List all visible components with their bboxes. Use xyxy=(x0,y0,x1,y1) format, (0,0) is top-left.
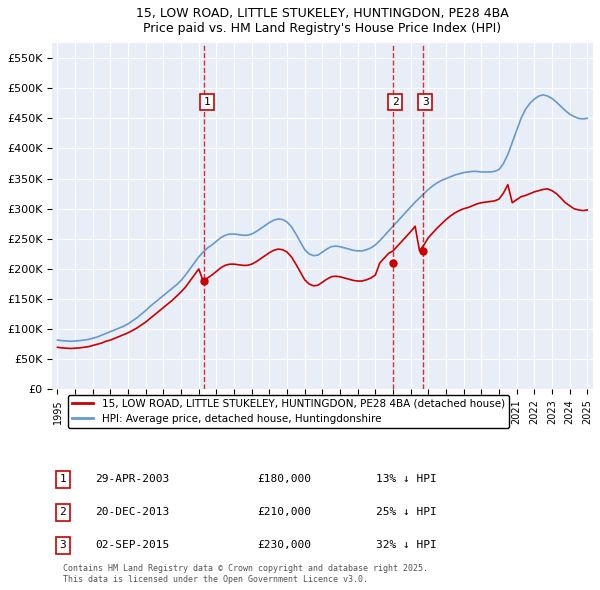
Text: 20-DEC-2013: 20-DEC-2013 xyxy=(95,507,170,517)
Text: £210,000: £210,000 xyxy=(257,507,311,517)
Text: 1: 1 xyxy=(203,97,211,107)
Text: 3: 3 xyxy=(422,97,428,107)
Legend: 15, LOW ROAD, LITTLE STUKELEY, HUNTINGDON, PE28 4BA (detached house), HPI: Avera: 15, LOW ROAD, LITTLE STUKELEY, HUNTINGDO… xyxy=(68,395,509,428)
Text: 25% ↓ HPI: 25% ↓ HPI xyxy=(376,507,437,517)
Text: 29-APR-2003: 29-APR-2003 xyxy=(95,474,170,484)
Text: 1: 1 xyxy=(59,474,67,484)
Text: 2: 2 xyxy=(392,97,398,107)
Text: 13% ↓ HPI: 13% ↓ HPI xyxy=(376,474,437,484)
Text: £230,000: £230,000 xyxy=(257,540,311,550)
Text: Contains HM Land Registry data © Crown copyright and database right 2025.
This d: Contains HM Land Registry data © Crown c… xyxy=(63,564,428,584)
Title: 15, LOW ROAD, LITTLE STUKELEY, HUNTINGDON, PE28 4BA
Price paid vs. HM Land Regis: 15, LOW ROAD, LITTLE STUKELEY, HUNTINGDO… xyxy=(136,7,509,35)
Text: 3: 3 xyxy=(59,540,67,550)
Text: 2: 2 xyxy=(59,507,67,517)
Text: £180,000: £180,000 xyxy=(257,474,311,484)
Text: 02-SEP-2015: 02-SEP-2015 xyxy=(95,540,170,550)
Text: 32% ↓ HPI: 32% ↓ HPI xyxy=(376,540,437,550)
